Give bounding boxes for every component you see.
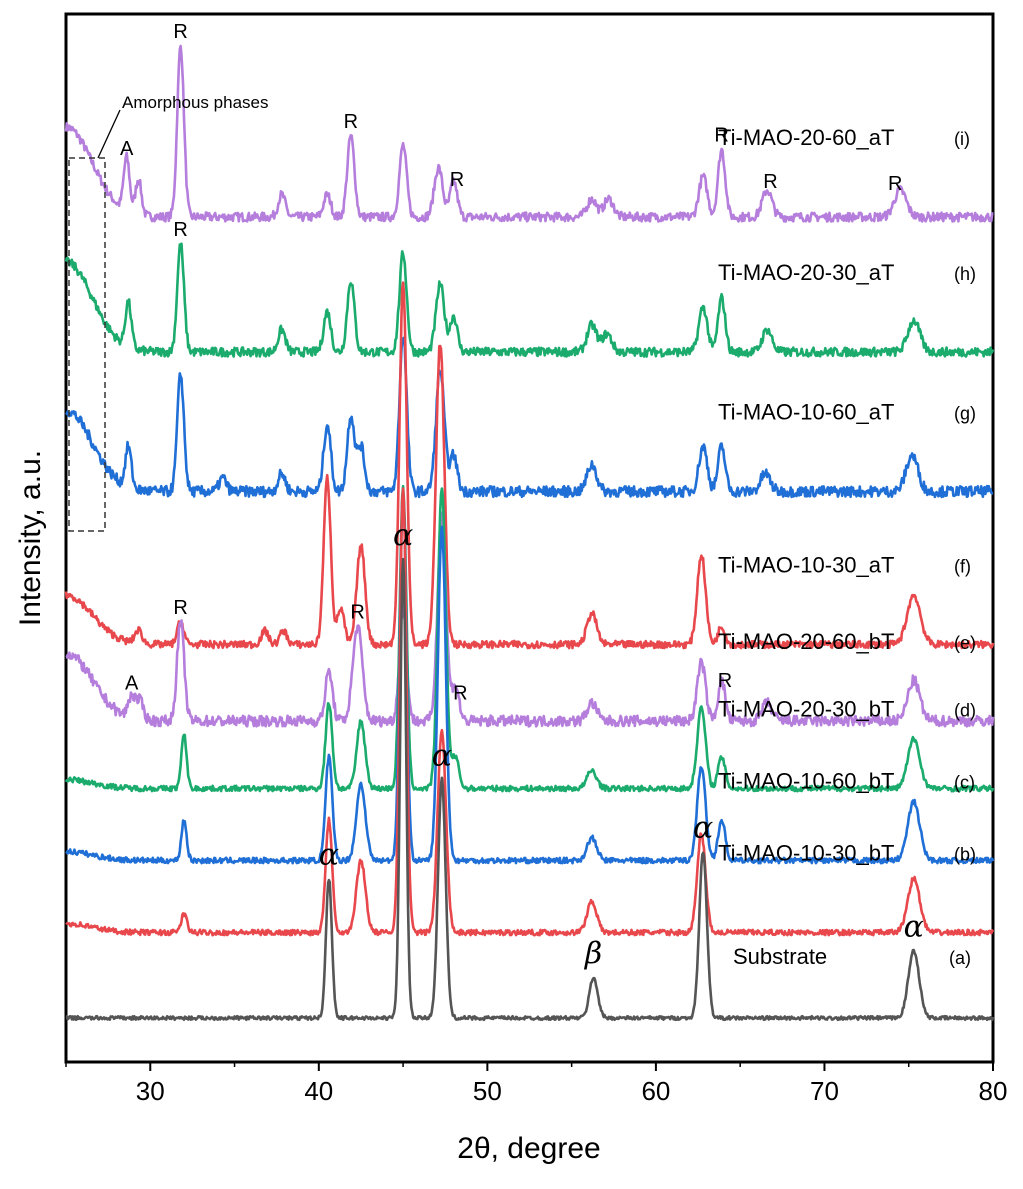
series-name: Ti-MAO-10-30_bT (718, 841, 894, 866)
series-name: Ti-MAO-10-60_aT (718, 400, 894, 425)
phase-label: α (693, 811, 713, 846)
series-line-d (64, 484, 995, 793)
series-tag: (e) (954, 633, 976, 653)
series-name: Ti-MAO-10-30_aT (718, 553, 894, 578)
series-label: Ti-MAO-20-60_aT (i) (718, 125, 970, 150)
series-line-f (64, 281, 995, 650)
amorphous-callout: Amorphous phases (68, 93, 268, 532)
series-name: Substrate (733, 944, 827, 969)
peak-label: R (453, 683, 467, 705)
phase-label: α (432, 739, 452, 774)
series-name: Ti-MAO-20-60_aT (718, 125, 894, 150)
series-name: Ti-MAO-10-60_bT (718, 769, 894, 794)
series-label: Ti-MAO-20-30_bT (d) (718, 697, 976, 722)
series-label: Ti-MAO-10-30_bT (b) (718, 841, 976, 866)
x-axis-title: 2θ, degree (457, 1132, 600, 1165)
phase-label: β (584, 937, 602, 972)
series-tag: (g) (954, 404, 976, 424)
amorphous-label: Amorphous phases (122, 93, 268, 112)
x-tick-label: 70 (810, 1076, 839, 1106)
series-name: Ti-MAO-20-30_bT (718, 697, 894, 722)
peak-label: R (344, 111, 358, 133)
series-line-c (65, 492, 995, 865)
series-tag: (i) (954, 129, 970, 149)
phase-label: α (319, 838, 339, 873)
series-label: Ti-MAO-10-60_aT (g) (718, 400, 976, 425)
series-line-a (65, 557, 995, 1022)
peak-label: A (125, 672, 139, 694)
series-line-g (65, 336, 994, 499)
series-line-h (64, 242, 995, 358)
series-line-i (64, 44, 994, 223)
x-tick-label: 80 (979, 1076, 1008, 1106)
peak-label: A (120, 138, 134, 160)
peak-label: R (350, 602, 364, 624)
series-label: Ti-MAO-10-60_bT (c) (718, 769, 975, 794)
series-line-b (65, 487, 995, 937)
amorphous-region-box (68, 157, 106, 532)
series-label: Substrate (a) (733, 944, 971, 969)
peak-label: R (173, 219, 187, 241)
peak-label: R (450, 169, 464, 191)
series-tag: (b) (954, 845, 976, 865)
peak-label: R (888, 173, 902, 195)
peak-label: R (763, 171, 777, 193)
series-name: Ti-MAO-20-60_bT (718, 629, 894, 654)
y-axis-title: Intensity, a.u. (14, 450, 47, 626)
phase-label: α (904, 910, 924, 945)
plot-frame (64, 12, 995, 1064)
peak-label: R (718, 670, 732, 692)
peak-label: R (714, 124, 728, 146)
series-tag: (c) (954, 773, 975, 793)
series-tag: (d) (954, 701, 976, 721)
x-ticks: 30 40 50 60 70 80 (65, 1062, 1008, 1106)
series-name: Ti-MAO-20-30_aT (718, 260, 894, 285)
series-tag: (f) (954, 557, 971, 577)
x-tick-label: 50 (473, 1076, 502, 1106)
peak-label: R (173, 597, 187, 619)
phase-label: α (393, 518, 413, 553)
x-tick-label: 60 (641, 1076, 670, 1106)
amorphous-leader-line (97, 109, 121, 159)
series-label: Ti-MAO-20-30_aT (h) (718, 260, 976, 285)
series-tag: (a) (949, 948, 971, 968)
peak-label: R (173, 21, 187, 43)
x-tick-label: 30 (136, 1076, 165, 1106)
series-label: Ti-MAO-10-30_aT (f) (718, 553, 971, 578)
series-line-e (65, 511, 995, 728)
series-tag: (h) (954, 264, 976, 284)
series-group: Ti-MAO-20-60_aT (i)Ti-MAO-20-30_aT (h)Ti-M… (64, 44, 995, 1022)
annotation-group: A R R R R R R R A R R R Rα α α β α α (120, 21, 924, 972)
x-tick-label: 40 (304, 1076, 333, 1106)
series-label: Ti-MAO-20-60_bT (e) (718, 629, 976, 654)
